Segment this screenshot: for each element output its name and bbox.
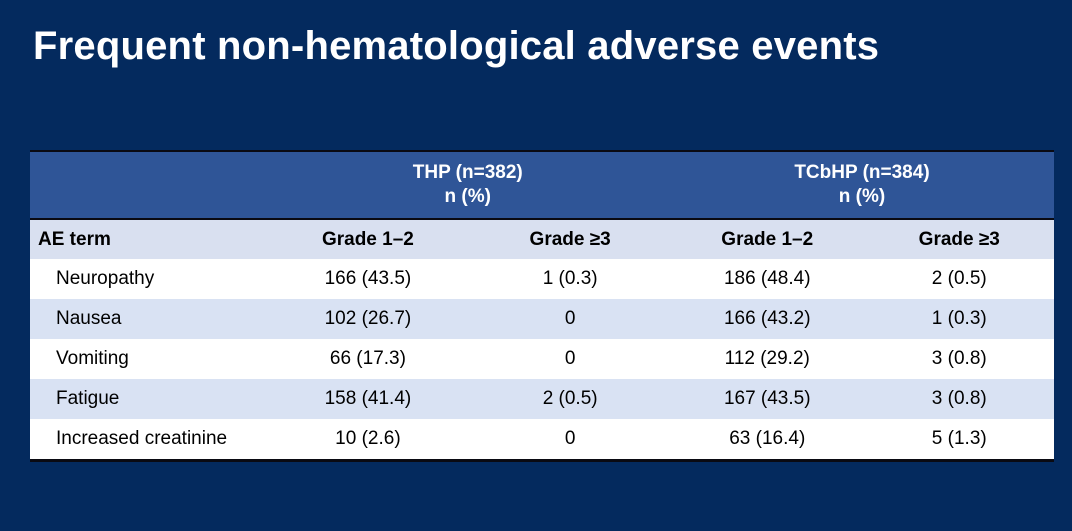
adverse-events-table-container: THP (n=382) n (%) TCbHP (n=384) n (%) AE… [30,150,1054,462]
value-cell: 0 [564,308,576,329]
ae-term-cell: Nausea [56,308,122,329]
value-cell: 0 [564,428,576,449]
column-header-thp-grade3plus: Grade ≥3 [529,228,611,250]
value-cell: 66 (17.3) [329,348,406,369]
group-header-tcbhp-unit: n (%) [838,186,886,207]
table-row-increased-creatinine: Increased creatinine 10 (2.6) 0 63 (16.4… [30,419,1054,459]
table-row-neuropathy: Neuropathy 166 (43.5) 1 (0.3) 186 (48.4)… [30,259,1054,299]
group-header-thp: THP (n=382) n (%) [266,152,670,219]
value-cell: 167 (43.5) [723,388,811,409]
value-cell: 1 (0.3) [542,268,598,289]
value-cell: 1 (0.3) [931,308,987,329]
ae-term-cell: Increased creatinine [56,428,228,449]
table-row-fatigue: Fatigue 158 (41.4) 2 (0.5) 167 (43.5) 3 … [30,379,1054,419]
value-cell: 166 (43.5) [324,268,412,289]
table-row-nausea: Nausea 102 (26.7) 0 166 (43.2) 1 (0.3) [30,299,1054,339]
value-cell: 3 (0.8) [931,348,987,369]
ae-term-cell: Vomiting [56,348,129,369]
value-cell: 5 (1.3) [931,428,987,449]
treatment-group-header-row: THP (n=382) n (%) TCbHP (n=384) n (%) [30,152,1054,219]
column-header-ae-term: AE term [38,228,111,250]
ae-term-cell: Fatigue [56,388,120,409]
table-row-vomiting: Vomiting 66 (17.3) 0 112 (29.2) 3 (0.8) [30,339,1054,379]
column-header-row: AE term Grade 1–2 Grade ≥3 Grade 1–2 Gra… [30,219,1054,259]
value-cell: 63 (16.4) [729,428,806,449]
group-header-thp-unit: n (%) [444,186,491,207]
group-header-tcbhp-label: TCbHP (n=384) [794,162,930,184]
group-header-thp-label: THP (n=382) [412,162,523,184]
column-header-thp-grade12: Grade 1–2 [321,228,414,250]
column-header-tcbhp-grade3plus: Grade ≥3 [918,228,1000,250]
value-cell: 0 [564,348,576,369]
value-cell: 2 (0.5) [931,268,987,289]
value-cell: 158 (41.4) [324,388,412,409]
adverse-events-table: THP (n=382) n (%) TCbHP (n=384) n (%) AE… [30,152,1054,459]
page-title: Frequent non-hematological adverse event… [33,24,880,68]
value-cell: 102 (26.7) [324,308,412,329]
value-cell: 186 (48.4) [723,268,811,289]
ae-term-cell: Neuropathy [56,268,155,289]
group-header-tcbhp: TCbHP (n=384) n (%) [670,152,1054,219]
value-cell: 112 (29.2) [724,348,810,369]
value-cell: 2 (0.5) [542,388,598,409]
value-cell: 3 (0.8) [931,388,987,409]
column-header-tcbhp-grade12: Grade 1–2 [721,228,814,250]
value-cell: 166 (43.2) [723,308,811,329]
group-header-spacer [30,152,266,219]
value-cell: 10 (2.6) [335,428,401,449]
